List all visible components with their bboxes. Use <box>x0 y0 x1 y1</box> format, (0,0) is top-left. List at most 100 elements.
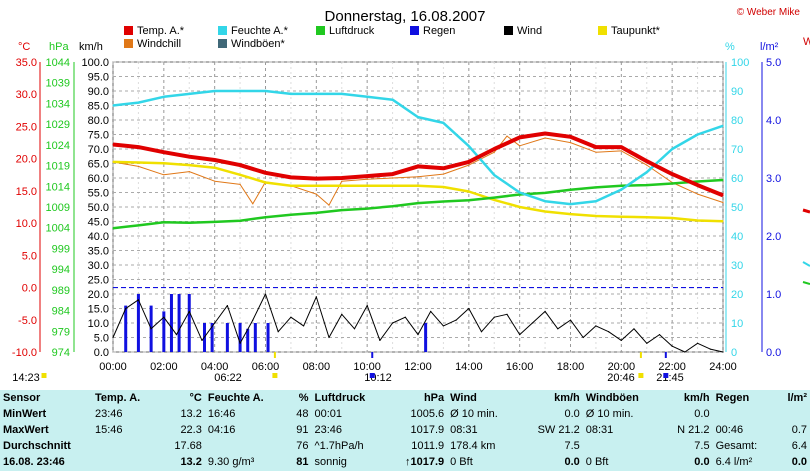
legend-swatch <box>504 26 513 35</box>
x-tick-label: 12:00 <box>404 361 432 373</box>
axis-unit-label: l/m² <box>760 41 779 53</box>
legend-label: Taupunkt* <box>611 25 661 37</box>
data-point <box>442 173 444 175</box>
data-point <box>404 316 406 318</box>
y-tick-label-wind: 85.0 <box>88 101 109 113</box>
cell: 0.0 <box>564 456 580 468</box>
data-point <box>290 93 292 95</box>
data-point <box>722 351 724 353</box>
data-point <box>633 328 635 330</box>
data-point <box>697 219 699 222</box>
marker-dot <box>272 373 278 378</box>
data-point <box>468 145 470 147</box>
data-point <box>658 334 661 336</box>
data-point <box>468 161 470 163</box>
data-point <box>214 221 216 223</box>
data-point <box>544 210 546 213</box>
y-tick-label-wind: 70.0 <box>88 144 109 156</box>
cell: ^1.7hPa/h <box>314 440 364 452</box>
data-point <box>506 135 508 137</box>
y-axes: 35.0 30.0 25.0 20.0 15.0 10.0 5.0 0.0 -5.0 -10.0 1… <box>12 57 781 359</box>
bottom-markers: 14:23 06:22 10:12 20:46 21:45 <box>12 352 684 384</box>
series-line <box>112 135 724 206</box>
data-point <box>214 322 216 324</box>
stats-header: Windböen <box>585 392 639 404</box>
cell: 08:31 <box>450 424 478 436</box>
cell <box>776 406 810 422</box>
data-point <box>392 205 394 207</box>
marker-dot <box>41 373 47 378</box>
data-point <box>239 164 241 166</box>
data-point <box>544 192 546 194</box>
marker-label: 14:23 <box>12 372 40 384</box>
data-point <box>417 202 419 204</box>
data-point <box>366 208 368 210</box>
y-tick-label-temp: 20.0 <box>16 154 37 166</box>
data-point <box>137 299 139 301</box>
y-tick-label-temp: -5.0 <box>18 315 37 327</box>
legend-label: Feuchte A.* <box>231 25 289 37</box>
bottom-marker: 14:23 <box>12 372 47 384</box>
y-tick-label-humidity: 80 <box>731 115 743 127</box>
data-point <box>697 193 699 195</box>
data-point <box>646 342 648 344</box>
data-point <box>595 146 597 148</box>
y-tick-label-pressure: 1029 <box>46 119 70 131</box>
y-tick-label-rain: 3.0 <box>766 173 781 185</box>
y-tick-label-humidity: 20 <box>731 289 743 301</box>
y-tick-label-humidity: 30 <box>731 260 743 272</box>
data-point <box>442 122 444 124</box>
data-point <box>112 227 114 229</box>
data-point <box>392 322 394 324</box>
rain-bar <box>424 323 428 352</box>
legend-label: Windböen* <box>231 38 286 50</box>
marker-label: 21:45 <box>656 372 684 384</box>
data-point <box>595 325 597 327</box>
data-point <box>366 175 368 177</box>
rain-bar <box>187 294 191 352</box>
data-point <box>468 307 470 310</box>
cell: 7.5 <box>694 440 710 452</box>
data-point <box>239 342 241 344</box>
data-point <box>417 165 419 167</box>
marker-label: 20:46 <box>607 372 635 384</box>
y-tick-label-wind: 20.0 <box>88 289 109 301</box>
data-point <box>379 339 381 341</box>
cell: Gesamt: <box>715 440 758 452</box>
rain-bar <box>162 311 166 352</box>
data-point <box>595 215 597 217</box>
y-tick-label-wind: 5.0 <box>94 333 109 345</box>
cell: 00:01 <box>314 408 342 420</box>
data-point <box>697 184 699 186</box>
data-point <box>709 348 711 350</box>
data-point <box>493 151 495 153</box>
legend-swatch <box>316 26 325 35</box>
data-point <box>163 162 165 164</box>
data-point <box>671 217 673 219</box>
y-tick-label-temp: 5.0 <box>22 250 37 262</box>
data-point <box>430 310 432 312</box>
data-point <box>671 182 673 185</box>
rain-bar <box>210 323 214 352</box>
data-point <box>214 90 216 92</box>
x-tick-label: 04:00 <box>201 361 229 373</box>
cell: 04:16 <box>207 424 236 436</box>
x-tick-label: 10:00 <box>353 361 381 373</box>
y-tick-label-pressure: 984 <box>52 306 70 318</box>
stats-header: km/h <box>554 392 580 404</box>
y-tick-label-pressure: 979 <box>52 326 70 338</box>
data-point <box>188 156 190 158</box>
series-windchill <box>112 135 724 206</box>
bottom-marker: 20:46 <box>607 352 644 384</box>
data-point <box>341 93 343 95</box>
data-point <box>392 99 394 101</box>
axis-unit-label: km/h <box>79 41 103 53</box>
data-point <box>646 164 648 166</box>
y-tick-label-wind: 30.0 <box>88 260 109 272</box>
credit-text[interactable]: © Weber Mike <box>737 7 801 18</box>
data-point <box>671 148 673 150</box>
data-point <box>264 181 267 184</box>
data-point <box>112 161 114 163</box>
stats-header: l/m² <box>787 392 807 404</box>
y-tick-label-humidity: 50 <box>731 202 743 214</box>
